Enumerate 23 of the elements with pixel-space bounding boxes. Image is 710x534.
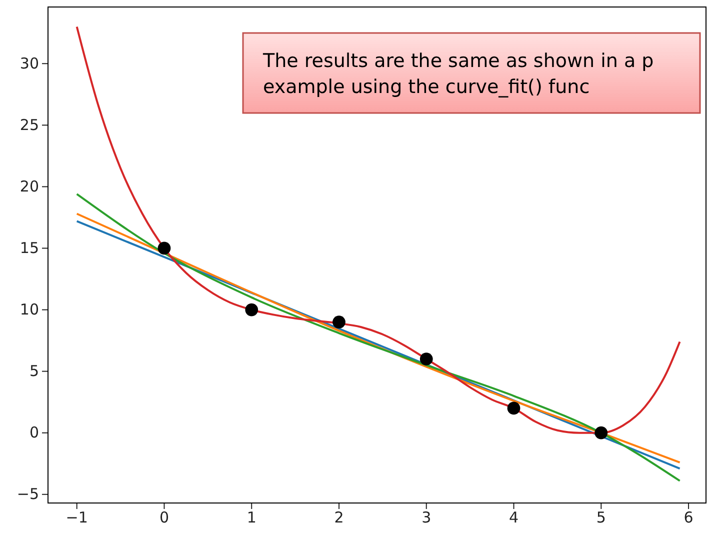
y-tick-label: 25 (20, 116, 39, 134)
y-tick-label: 15 (20, 239, 39, 258)
point (332, 316, 346, 328)
point (420, 352, 433, 366)
x-tick-label: −1 (66, 508, 88, 527)
x-tick-label: 5 (596, 508, 606, 527)
y-tick-label: 5 (29, 362, 39, 380)
point (507, 402, 520, 415)
y-tick-label: −5 (16, 485, 39, 504)
point (594, 426, 608, 440)
y-tick-label: 20 (20, 177, 39, 196)
y-tick-label: 10 (20, 300, 39, 319)
x-tick-label: 6 (684, 508, 694, 527)
y-tick-label: 0 (29, 424, 39, 442)
x-tick-label: 3 (422, 508, 432, 527)
point (158, 242, 171, 255)
x-tick-label: 4 (508, 508, 519, 527)
x-tick-label: 1 (246, 508, 256, 527)
x-tick-label: 2 (334, 508, 344, 527)
x-tick-label: 0 (159, 508, 169, 527)
annotation: The results are the same as shown in a p example using the curve_fit() func (262, 50, 654, 98)
point (245, 303, 258, 316)
y-tick-label: 30 (20, 54, 39, 72)
